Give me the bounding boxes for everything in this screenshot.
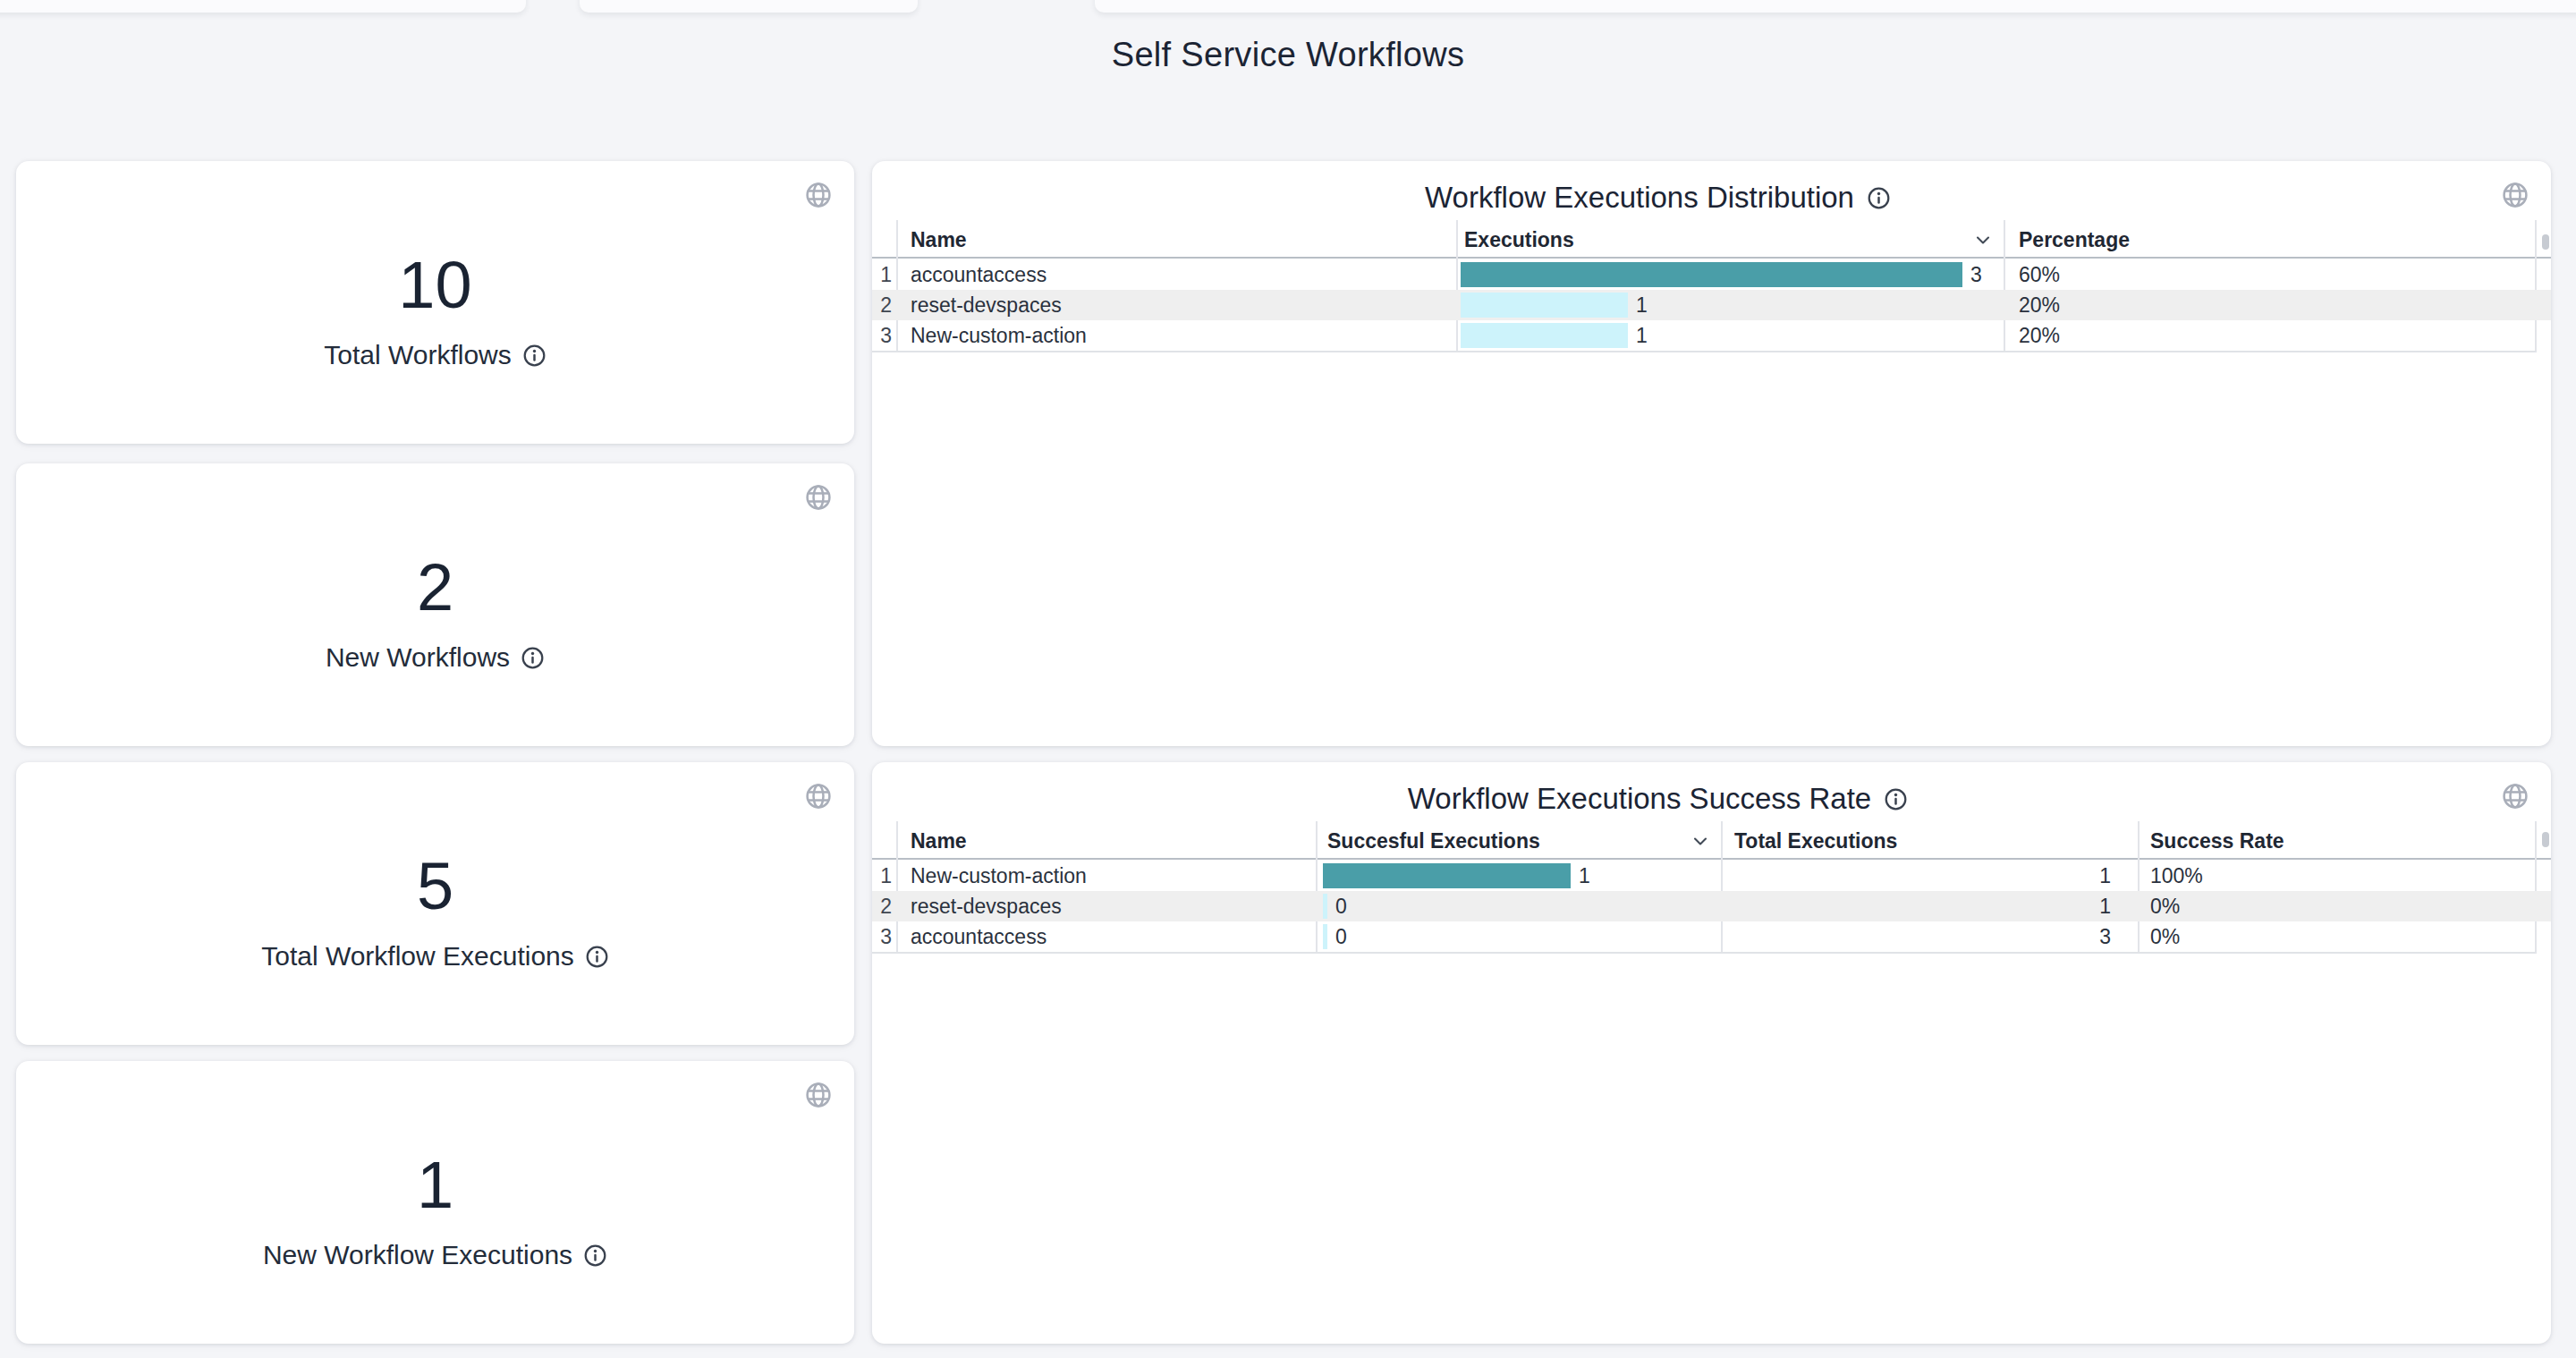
executions-bar: 3 (1461, 262, 1982, 287)
table-row[interactable]: 1 New-custom-action 1 1 100% (872, 861, 2551, 891)
page-title: Self Service Workflows (0, 36, 2576, 74)
executions-bar: 1 (1461, 293, 1648, 318)
stat-label: Total Workflows (324, 340, 547, 370)
table-row[interactable]: 3 accountaccess 0 3 0% (872, 921, 2551, 952)
bar (1461, 262, 1962, 287)
info-icon[interactable] (1884, 787, 1908, 811)
executions-bar: 1 (1323, 863, 1590, 888)
bar-value: 1 (1636, 324, 1648, 348)
stat-card: 5 Total Workflow Executions (16, 762, 854, 1045)
success-rate-table-body: 1New-custom-action11100%2reset-devspaces… (872, 861, 2551, 952)
stat-card: 2 New Workflows (16, 463, 854, 746)
workflow-name: New-custom-action (911, 320, 1087, 351)
info-icon[interactable] (583, 1243, 607, 1268)
header-divider (872, 858, 2551, 860)
stat-label: New Workflow Executions (263, 1240, 607, 1270)
percentage-value: 60% (2019, 259, 2060, 290)
globe-icon[interactable] (2501, 181, 2529, 209)
percentage-value: 20% (2019, 290, 2060, 320)
table-title-row: Workflow Executions Success Rate (872, 779, 2444, 819)
bar-value: 0 (1335, 925, 1347, 949)
column-header-executions[interactable]: Executions (1464, 222, 1574, 258)
header-divider (872, 257, 2551, 259)
workflow-executions-distribution-card: Workflow Executions Distribution Name Ex… (872, 161, 2551, 746)
table-row[interactable]: 2 reset-devspaces 1 20% (872, 290, 2551, 320)
dashboard-page: Self Service Workflows 10Total Workflows… (0, 0, 2576, 1358)
cutoff-card-top-left (0, 0, 526, 13)
info-icon[interactable] (522, 344, 547, 368)
stat-card: 10 Total Workflows (16, 161, 854, 444)
row-index: 3 (872, 320, 892, 351)
chevron-down-icon[interactable] (1690, 830, 1711, 852)
bar (1323, 863, 1571, 888)
stat-value: 10 (398, 252, 471, 318)
row-index: 3 (872, 921, 892, 952)
column-header-name[interactable]: Name (911, 823, 967, 859)
column-header-total-executions[interactable]: Total Executions (1734, 823, 1897, 859)
workflow-name: reset-devspaces (911, 891, 1062, 921)
cutoff-card-top-right (1095, 0, 2576, 13)
scrollbar-thumb[interactable] (2542, 234, 2549, 250)
table-title: Workflow Executions Distribution (1425, 181, 1854, 215)
column-header-percentage[interactable]: Percentage (2019, 222, 2130, 258)
workflow-name: accountaccess (911, 259, 1046, 290)
column-header-name[interactable]: Name (911, 222, 967, 258)
row-index: 2 (872, 290, 892, 320)
column-header-successful-executions[interactable]: Succesful Executions (1327, 823, 1540, 859)
stat-card: 1 New Workflow Executions (16, 1061, 854, 1344)
bar (1323, 924, 1327, 949)
workflow-name: reset-devspaces (911, 290, 1062, 320)
bar-value: 3 (1970, 263, 1982, 287)
success-rate-value: 0% (2150, 891, 2180, 921)
total-executions-value: 3 (1721, 921, 2124, 952)
info-icon[interactable] (1867, 186, 1891, 210)
row-index: 1 (872, 861, 892, 891)
bar (1323, 894, 1327, 919)
bar-value: 0 (1335, 895, 1347, 919)
stat-label-text: Total Workflow Executions (261, 941, 574, 972)
scrollbar-thumb[interactable] (2542, 832, 2549, 847)
bar-value: 1 (1636, 293, 1648, 318)
executions-bar: 1 (1461, 323, 1648, 348)
table-header-row: Name Executions Percentage (872, 222, 2551, 258)
stat-value: 1 (417, 1152, 453, 1218)
stat-label: New Workflows (326, 642, 545, 673)
row-index: 1 (872, 259, 892, 290)
stat-value: 5 (417, 853, 453, 920)
total-executions-value: 1 (1721, 861, 2124, 891)
stat-label-text: New Workflows (326, 642, 510, 673)
percentage-value: 20% (2019, 320, 2060, 351)
bar-value: 1 (1579, 864, 1590, 888)
success-rate-value: 100% (2150, 861, 2203, 891)
workflow-executions-success-rate-card: Workflow Executions Success Rate Name Su… (872, 762, 2551, 1344)
success-rate-value: 0% (2150, 921, 2180, 952)
stat-label: Total Workflow Executions (261, 941, 609, 972)
globe-icon[interactable] (2501, 782, 2529, 811)
bar (1461, 323, 1628, 348)
row-index: 2 (872, 891, 892, 921)
bar (1461, 293, 1628, 318)
executions-bar: 0 (1323, 924, 1347, 949)
stat-label-text: Total Workflows (324, 340, 512, 370)
workflow-name: accountaccess (911, 921, 1046, 952)
cutoff-card-top-middle (580, 0, 918, 13)
column-header-success-rate[interactable]: Success Rate (2150, 823, 2284, 859)
total-executions-value: 1 (1721, 891, 2124, 921)
table-row[interactable]: 1 accountaccess 3 60% (872, 259, 2551, 290)
table-row[interactable]: 2 reset-devspaces 0 1 0% (872, 891, 2551, 921)
table-title-row: Workflow Executions Distribution (872, 178, 2444, 217)
distribution-table-body: 1accountaccess360%2reset-devspaces120%3N… (872, 259, 2551, 351)
table-header-row: Name Succesful Executions Total Executio… (872, 823, 2551, 859)
table-row[interactable]: 3 New-custom-action 1 20% (872, 320, 2551, 351)
chevron-down-icon[interactable] (1972, 229, 1994, 250)
info-icon[interactable] (585, 945, 609, 969)
workflow-name: New-custom-action (911, 861, 1087, 891)
stat-label-text: New Workflow Executions (263, 1240, 572, 1270)
executions-bar: 0 (1323, 894, 1347, 919)
stat-value: 2 (417, 555, 453, 621)
info-icon[interactable] (521, 646, 545, 670)
table-title: Workflow Executions Success Rate (1408, 782, 1871, 816)
